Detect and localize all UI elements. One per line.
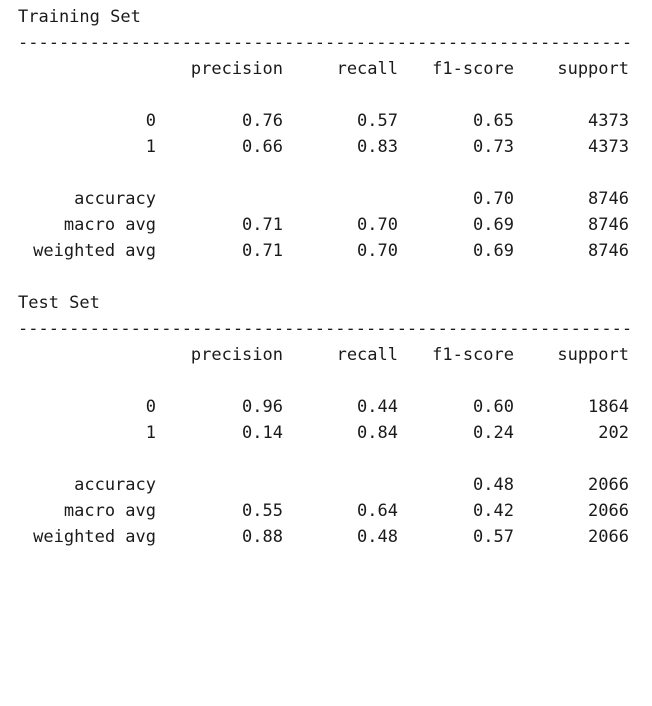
weighted-avg-row: weighted avg 0.88 0.48 0.57 2066	[18, 524, 652, 550]
recall-value: 0.44	[357, 397, 398, 417]
blank-row	[18, 368, 652, 394]
precision-value: 0.66	[242, 137, 283, 157]
f1-value: 0.70	[473, 189, 514, 209]
row-label: 1	[145, 137, 156, 157]
row-label: macro avg	[63, 215, 156, 235]
precision-value: 0.55	[242, 501, 283, 521]
support-value: 4373	[588, 137, 629, 157]
section-title: Training Set	[18, 7, 141, 27]
header-support: support	[557, 345, 629, 365]
recall-value: 0.70	[357, 215, 398, 235]
precision-value: 0.96	[242, 397, 283, 417]
accuracy-row: accuracy 0.48 2066	[18, 472, 652, 498]
recall-value: 0.70	[357, 241, 398, 261]
row-label: macro avg	[63, 501, 156, 521]
blank-row	[18, 82, 652, 108]
header-row: precision recall f1-score support	[18, 56, 652, 82]
recall-value: 0.64	[357, 501, 398, 521]
precision-value: 0.71	[242, 215, 283, 235]
precision-value: 0.76	[242, 111, 283, 131]
support-value: 2066	[588, 475, 629, 495]
blank-row	[18, 264, 652, 290]
row-label: accuracy	[74, 475, 156, 495]
f1-value: 0.73	[473, 137, 514, 157]
row-label: weighted avg	[33, 527, 156, 547]
classification-report-output: Training Set ---------------------------…	[18, 4, 652, 550]
precision-value: 0.71	[242, 241, 283, 261]
f1-value: 0.60	[473, 397, 514, 417]
support-value: 8746	[588, 189, 629, 209]
support-value: 2066	[588, 527, 629, 547]
recall-value: 0.48	[357, 527, 398, 547]
f1-value: 0.69	[473, 241, 514, 261]
f1-value: 0.48	[473, 475, 514, 495]
f1-value: 0.57	[473, 527, 514, 547]
header-row: precision recall f1-score support	[18, 342, 652, 368]
precision-value: 0.14	[242, 423, 283, 443]
header-f1-score: f1-score	[432, 345, 514, 365]
f1-value: 0.65	[473, 111, 514, 131]
recall-value: 0.57	[357, 111, 398, 131]
precision-value: 0.88	[242, 527, 283, 547]
header-f1-score: f1-score	[432, 59, 514, 79]
blank-row	[18, 446, 652, 472]
divider-rule: ----------------------------------------…	[18, 319, 633, 339]
support-value: 8746	[588, 215, 629, 235]
support-value: 1864	[588, 397, 629, 417]
support-value: 4373	[588, 111, 629, 131]
f1-value: 0.24	[473, 423, 514, 443]
row-label: accuracy	[74, 189, 156, 209]
accuracy-row: accuracy 0.70 8746	[18, 186, 652, 212]
recall-value: 0.84	[357, 423, 398, 443]
header-recall: recall	[336, 345, 398, 365]
support-value: 2066	[588, 501, 629, 521]
blank-row	[18, 160, 652, 186]
f1-value: 0.42	[473, 501, 514, 521]
header-precision: precision	[190, 59, 283, 79]
recall-value: 0.83	[357, 137, 398, 157]
row-label: 0	[145, 111, 156, 131]
macro-avg-row: macro avg 0.55 0.64 0.42 2066	[18, 498, 652, 524]
macro-avg-row: macro avg 0.71 0.70 0.69 8746	[18, 212, 652, 238]
weighted-avg-row: weighted avg 0.71 0.70 0.69 8746	[18, 238, 652, 264]
class-row: 1 0.14 0.84 0.24 202	[18, 420, 652, 446]
header-precision: precision	[190, 345, 283, 365]
header-support: support	[557, 59, 629, 79]
class-row: 0 0.76 0.57 0.65 4373	[18, 108, 652, 134]
row-label: 1	[145, 423, 156, 443]
row-label: weighted avg	[33, 241, 156, 261]
class-row: 1 0.66 0.83 0.73 4373	[18, 134, 652, 160]
row-label: 0	[145, 397, 156, 417]
divider-rule: ----------------------------------------…	[18, 33, 633, 53]
support-value: 202	[598, 423, 629, 443]
class-row: 0 0.96 0.44 0.60 1864	[18, 394, 652, 420]
f1-value: 0.69	[473, 215, 514, 235]
support-value: 8746	[588, 241, 629, 261]
header-recall: recall	[336, 59, 398, 79]
section-title: Test Set	[18, 293, 100, 313]
